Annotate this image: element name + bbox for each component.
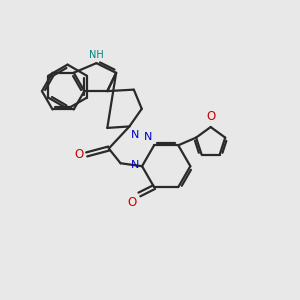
Text: O: O bbox=[206, 110, 215, 123]
Text: N: N bbox=[144, 132, 153, 142]
Text: O: O bbox=[127, 196, 136, 209]
Text: N: N bbox=[131, 160, 139, 170]
Text: N: N bbox=[131, 130, 139, 140]
Text: O: O bbox=[74, 148, 84, 161]
Text: NH: NH bbox=[89, 50, 104, 60]
